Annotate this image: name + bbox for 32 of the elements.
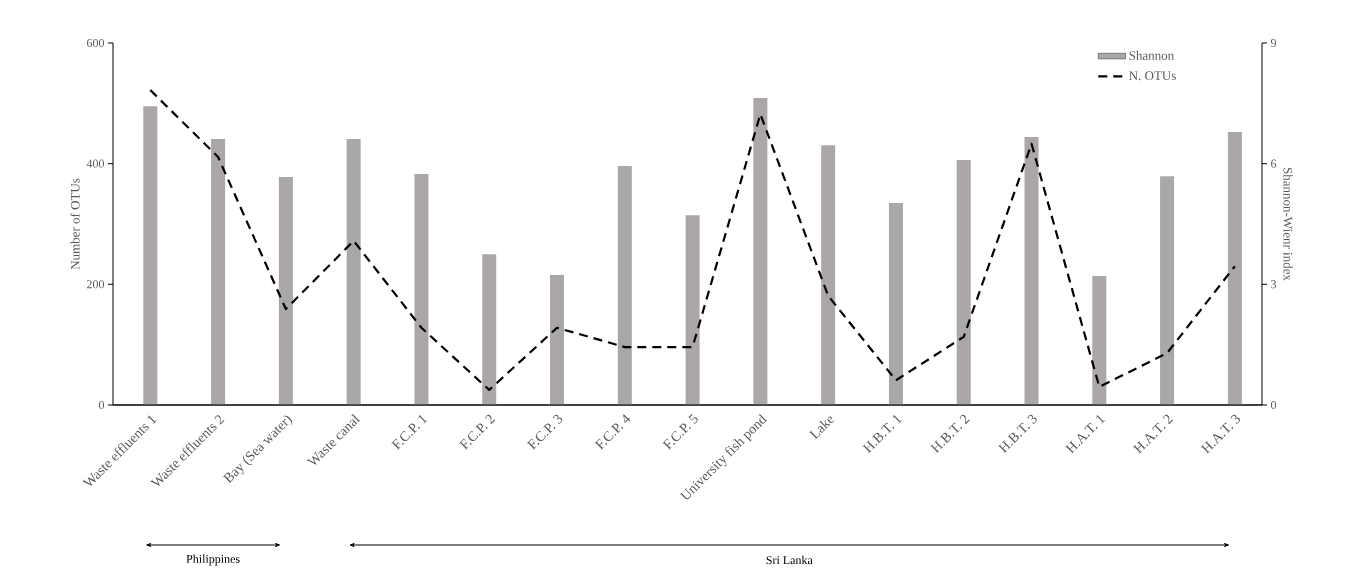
- y2-tick-label: 9: [1270, 38, 1277, 48]
- y-tick-label: 600: [87, 38, 105, 48]
- bar: [1160, 176, 1175, 405]
- y2-tick-label: 3: [1271, 280, 1277, 289]
- y-tick-label: 400: [86, 159, 105, 168]
- bar: [956, 160, 971, 405]
- y-tick-label: 0: [98, 400, 105, 410]
- bar: [211, 139, 226, 405]
- bar: [617, 166, 632, 405]
- bar: [143, 106, 158, 405]
- y-axis-title: Number of OTUs: [70, 178, 80, 270]
- y2-axis-title: Shannon-Wienr index: [1283, 167, 1293, 281]
- bar: [346, 139, 361, 405]
- bar: [1227, 131, 1242, 405]
- legend-label: Shannon: [1129, 50, 1174, 60]
- bar: [1024, 137, 1039, 405]
- bar: [685, 215, 700, 405]
- bar: [888, 203, 903, 405]
- bar: [1092, 275, 1107, 405]
- y2-tick-label: 0: [1270, 400, 1277, 410]
- y-tick-label: 200: [87, 280, 105, 289]
- bar: [821, 145, 836, 405]
- line-series: [149, 88, 1236, 392]
- bar: [278, 176, 293, 405]
- bar: [550, 275, 565, 405]
- text: Philippines: [186, 554, 240, 566]
- bar: [482, 254, 497, 405]
- legend-label: N. OTUs: [1129, 71, 1176, 81]
- y2-tick-label: 6: [1271, 159, 1277, 168]
- bar: [414, 174, 429, 405]
- bar: [753, 98, 768, 405]
- text: Sri Lanka: [766, 555, 813, 565]
